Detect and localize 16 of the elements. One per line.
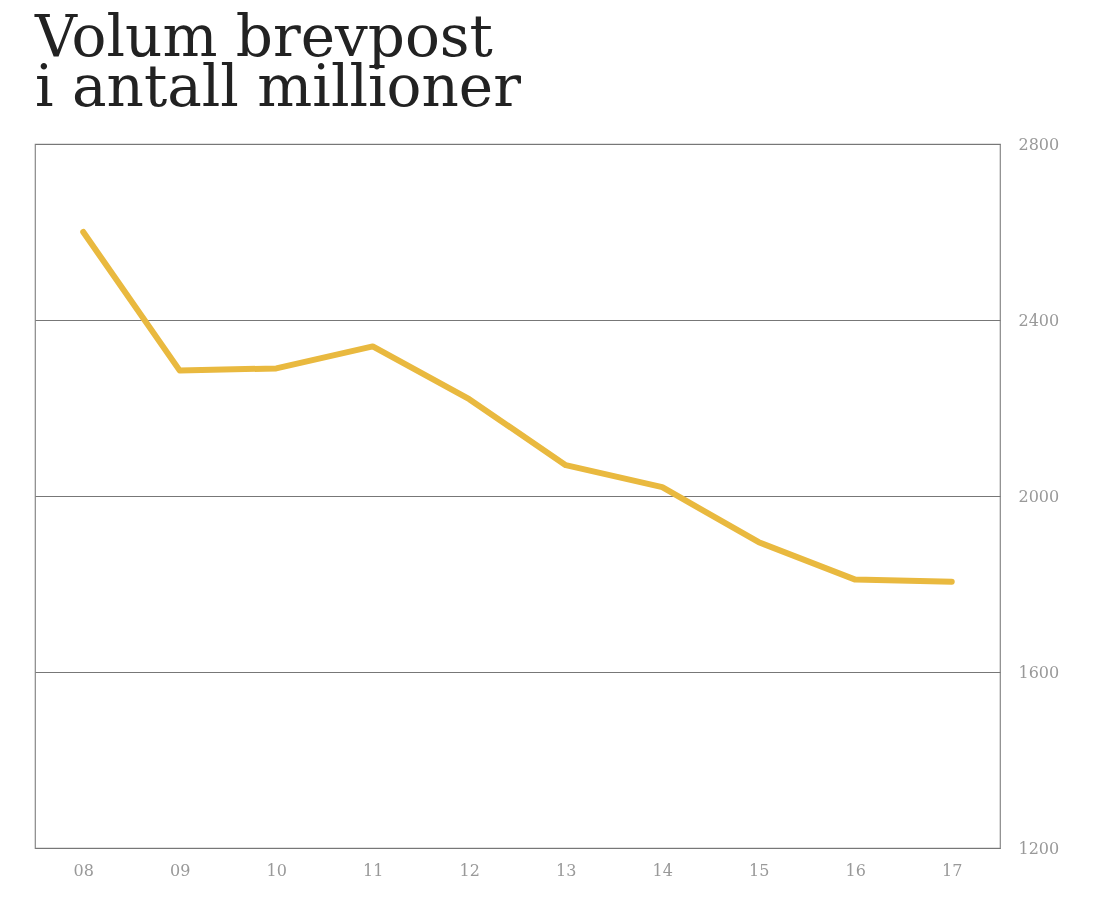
x-tick-label: 12 <box>459 860 480 880</box>
x-tick-label: 08 <box>73 860 94 880</box>
x-tick-label: 10 <box>266 860 287 880</box>
y-tick-label: 1200 <box>1018 838 1060 858</box>
x-tick-label: 16 <box>845 860 866 880</box>
x-tick-label: 09 <box>170 860 191 880</box>
y-tick-label: 1600 <box>1018 662 1060 682</box>
y-tick-label: 2800 <box>1018 134 1060 154</box>
x-tick-label: 11 <box>363 860 384 880</box>
x-tick-label: 17 <box>942 860 963 880</box>
x-tick-label: 14 <box>652 860 673 880</box>
chart-title: Volum brevpost i antall millioner <box>34 2 522 120</box>
x-tick-label: 15 <box>749 860 770 880</box>
y-tick-label: 2400 <box>1018 310 1060 330</box>
y-tick-label: 2000 <box>1018 486 1060 506</box>
x-tick-label: 13 <box>556 860 577 880</box>
